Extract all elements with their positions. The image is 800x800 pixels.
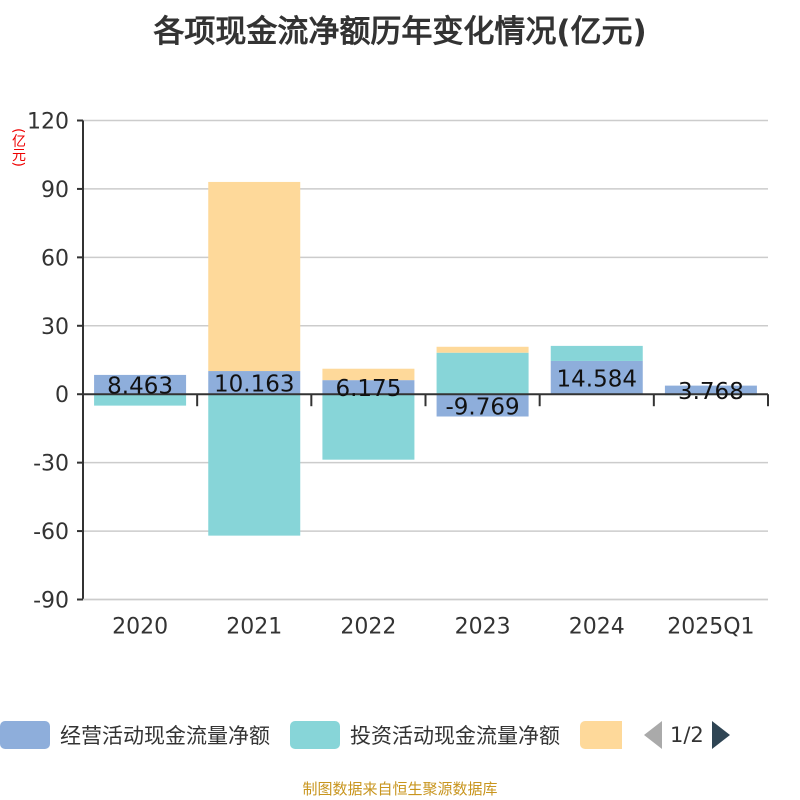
bar-investing xyxy=(436,352,529,395)
chart-title: 各项现金流净额历年变化情况(亿元) xyxy=(153,14,647,50)
bar-operating xyxy=(436,394,529,417)
bar-chart: 120 90 60 30 0 -30 -60 -90 2020 2021 2022 2023 2024 2… xyxy=(27,110,769,640)
data-label: -9.769 xyxy=(446,394,520,420)
legend-pager: 1/2 xyxy=(644,721,730,749)
legend: 经营活动现金流量净额 投资活动现金流量净额 1/2 xyxy=(0,718,730,752)
data-label: 8.463 xyxy=(107,374,173,400)
bar-operating xyxy=(322,380,415,395)
legend-label: 投资活动现金流量净额 xyxy=(350,724,560,748)
y-tick-label: 0 xyxy=(55,383,69,408)
bar-operating xyxy=(208,371,301,395)
bar-financing xyxy=(208,181,301,372)
legend-item-investing[interactable]: 投资活动现金流量净额 xyxy=(290,720,560,750)
bar-investing xyxy=(322,394,415,460)
bar-investing xyxy=(94,394,187,406)
legend-item-operating[interactable]: 经营活动现金流量净额 xyxy=(0,720,270,750)
x-tick-label: 2024 xyxy=(569,615,625,640)
y-tick-label: 120 xyxy=(27,110,69,135)
x-tick-label: 2025Q1 xyxy=(667,615,754,640)
legend-page-indicator: 1/2 xyxy=(670,723,704,747)
x-tick-label: 2021 xyxy=(226,615,282,640)
legend-swatch xyxy=(290,721,340,749)
bar-operating xyxy=(664,385,757,395)
x-tick-label: 2020 xyxy=(112,615,168,640)
legend-label: 经营活动现金流量净额 xyxy=(60,724,270,748)
bar-operating xyxy=(94,374,187,395)
prev-page-icon[interactable] xyxy=(644,721,662,749)
legend-item-financing[interactable] xyxy=(580,721,622,749)
y-tick-label: -30 xyxy=(33,452,69,477)
bar-operating xyxy=(550,360,643,395)
y-tick-label: 90 xyxy=(41,178,69,203)
bar-financing xyxy=(436,346,529,353)
y-tick-label: -90 xyxy=(33,589,69,614)
bar-financing xyxy=(322,368,415,381)
x-tick-label: 2023 xyxy=(455,615,511,640)
data-label: 10.163 xyxy=(214,372,294,398)
x-tick-label: 2022 xyxy=(340,615,396,640)
next-page-icon[interactable] xyxy=(711,721,730,749)
legend-swatch xyxy=(580,721,622,749)
y-tick-label: 60 xyxy=(41,246,69,271)
data-label: 14.584 xyxy=(557,367,637,393)
legend-swatch xyxy=(0,721,50,749)
y-axis-label: (亿元) xyxy=(10,128,26,167)
source-note: 制图数据来自恒生聚源数据库 xyxy=(302,780,498,798)
y-tick-label: 30 xyxy=(41,315,69,340)
data-label: 6.175 xyxy=(335,376,401,402)
bar-investing xyxy=(208,394,301,536)
data-label: 3.768 xyxy=(678,379,744,405)
bar-investing xyxy=(550,345,643,361)
y-tick-label: -60 xyxy=(33,520,69,545)
